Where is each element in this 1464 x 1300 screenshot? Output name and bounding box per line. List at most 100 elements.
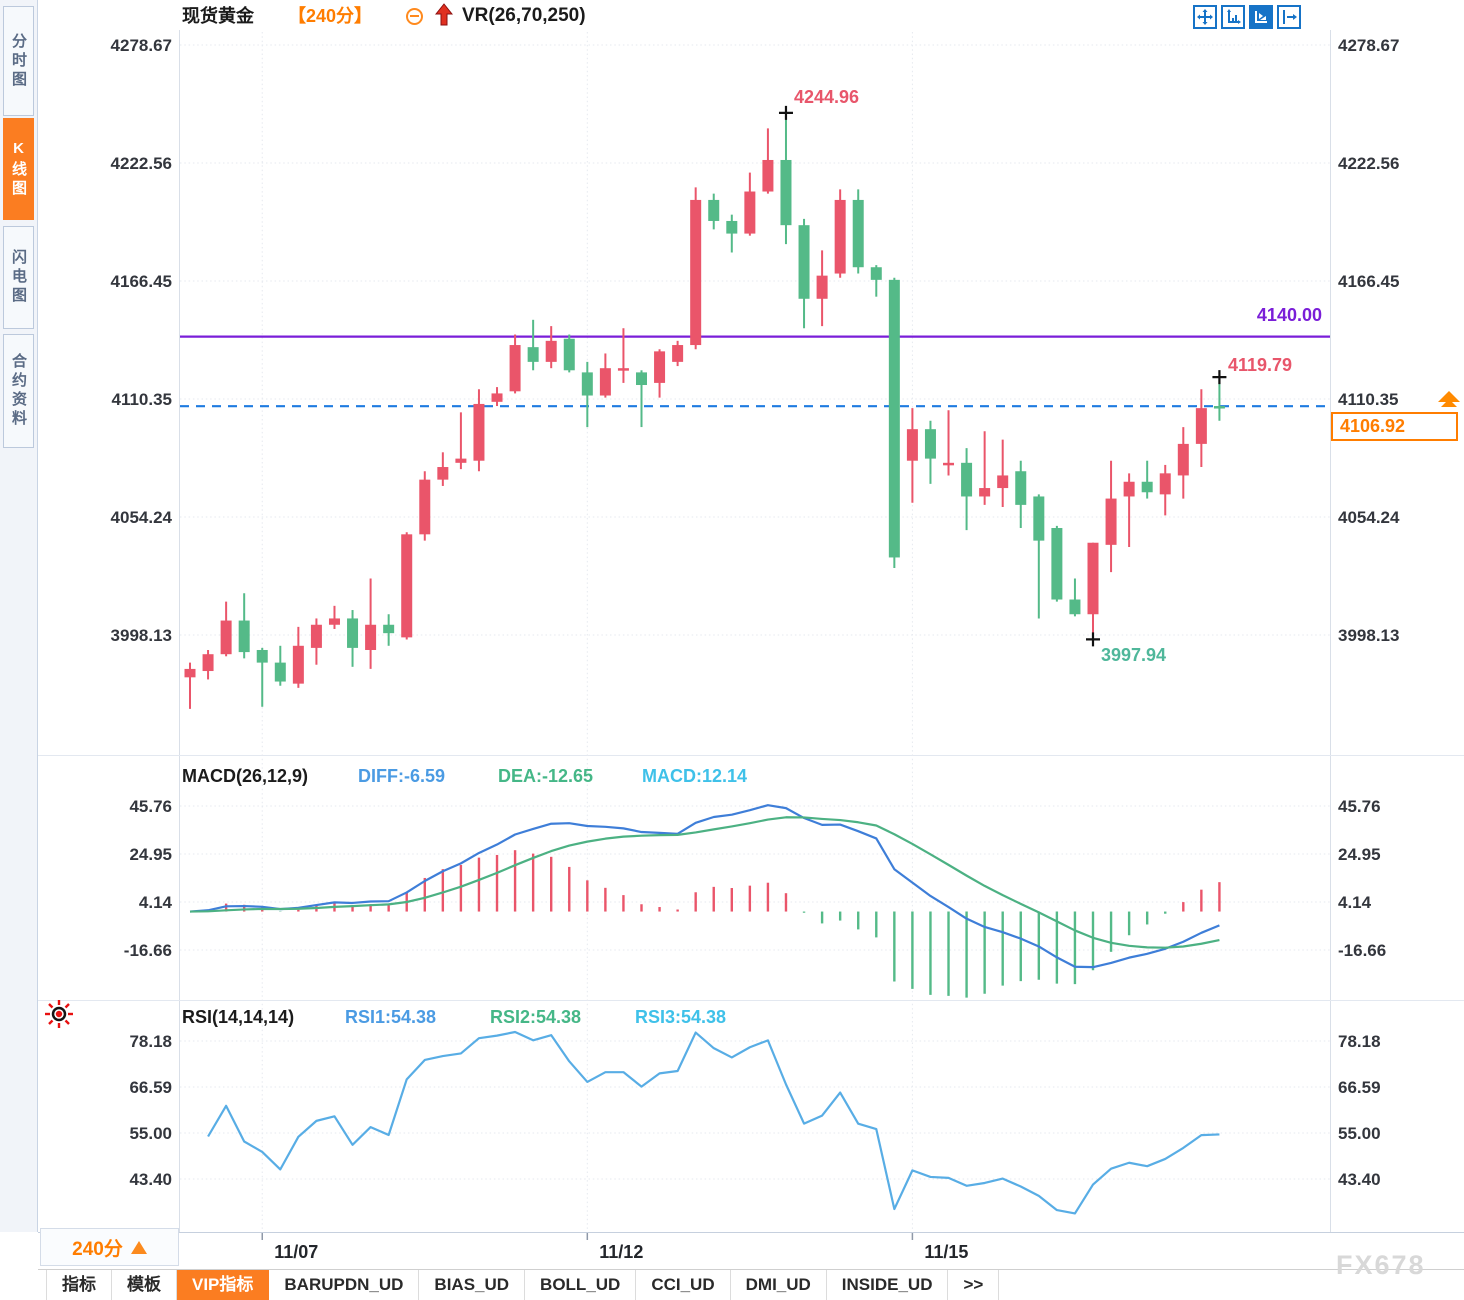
candle-body <box>617 368 629 371</box>
more-tabs-button[interactable]: >> <box>948 1270 1000 1300</box>
candle-body <box>383 624 395 634</box>
candle-body <box>780 159 792 226</box>
candle-body <box>491 393 503 402</box>
bottom-tab-3[interactable]: VIP指标 <box>177 1270 270 1300</box>
candle-body <box>437 467 449 480</box>
candle-body <box>419 479 431 535</box>
buy-signal-arrow-icon <box>435 3 453 26</box>
candle-body <box>906 429 918 461</box>
last-price-box: 4106.92 <box>1331 412 1458 441</box>
candle-body <box>238 620 250 653</box>
bottom-tab-7[interactable]: CCI_UD <box>636 1270 731 1300</box>
candle-body <box>852 199 864 268</box>
rsi-axis-label-left: 43.40 <box>129 1170 172 1189</box>
macd-axis-label-right: 4.14 <box>1338 893 1372 912</box>
macd-dea-value: DEA:-12.65 <box>498 766 594 786</box>
price-axis-label-right: 3998.13 <box>1338 626 1399 645</box>
macd-axis-label-left: 4.14 <box>139 893 173 912</box>
macd-diff-value: DIFF:-6.59 <box>358 766 446 786</box>
period-high-label: 4244.96 <box>794 87 860 107</box>
bottom-tab-5[interactable]: BIAS_UD <box>419 1270 526 1300</box>
rsi-line <box>207 1030 1220 1215</box>
candle-body <box>581 372 593 396</box>
macd-axis-label-left: 45.76 <box>129 797 172 816</box>
candle-body <box>636 372 647 386</box>
price-axis-label-left: 4110.35 <box>111 390 172 409</box>
candle-body <box>1051 528 1063 600</box>
candle-body <box>654 351 666 383</box>
indicator-tab-bar: 指标 模板 VIP指标 BARUPDN_UD BIAS_UD BOLL_UD CCI_UD D… <box>38 1269 1464 1300</box>
chevron-up-icon <box>130 1240 147 1254</box>
candle-body <box>1159 473 1171 495</box>
low-marker <box>1086 632 1100 647</box>
candle-body <box>888 279 900 558</box>
price-axis-label-left: 4222.56 <box>111 154 172 173</box>
candle-body <box>599 368 611 396</box>
candle-body <box>1015 471 1027 505</box>
candle-body <box>943 462 955 466</box>
candle-body <box>1033 496 1045 541</box>
period-selector[interactable]: 240分 <box>40 1228 179 1266</box>
recent-high-label: 4119.79 <box>1228 355 1293 375</box>
candle-body <box>1105 498 1117 545</box>
candle-body <box>708 199 720 221</box>
fit-range-icon[interactable] <box>1221 5 1245 29</box>
candle-body <box>310 624 322 648</box>
collapse-minus-icon[interactable] <box>406 8 423 25</box>
price-axis-label-left: 3998.13 <box>111 626 172 645</box>
rsi-axis-label-right: 43.40 <box>1338 1170 1381 1189</box>
bottom-tab-4[interactable]: BARUPDN_UD <box>269 1270 420 1300</box>
move-icon[interactable] <box>1193 5 1217 29</box>
macd-axis-label-left: -16.66 <box>124 941 172 960</box>
sidebar-tab-2[interactable]: K线图 <box>3 118 34 220</box>
candle-body <box>798 225 810 299</box>
macd-axis-label-left: 24.95 <box>129 845 172 864</box>
candle-body <box>961 462 973 497</box>
rsi3-value: RSI3:54.38 <box>635 1007 727 1027</box>
bottom-tab-6[interactable]: BOLL_UD <box>525 1270 637 1300</box>
high-marker <box>778 105 793 120</box>
candle-body <box>473 403 485 461</box>
rsi-title: RSI(14,14,14) <box>182 1007 295 1027</box>
candle-body <box>997 475 1009 489</box>
price-axis-label-right: 4054.24 <box>1338 508 1400 527</box>
candle-body <box>744 191 756 234</box>
date-label: 11/12 <box>599 1242 643 1262</box>
watermark: FX678 <box>1336 1250 1426 1280</box>
rsi-axis-label-left: 66.59 <box>129 1078 172 1097</box>
candle-body <box>816 275 828 299</box>
macd-axis-label-right: 45.76 <box>1338 797 1381 816</box>
rsi1-value: RSI1:54.38 <box>345 1007 437 1027</box>
candle-body <box>347 618 359 648</box>
candle-body <box>1141 481 1153 493</box>
rsi-axis-label-right: 78.18 <box>1338 1032 1381 1051</box>
bottom-tab-9[interactable]: INSIDE_UD <box>827 1270 949 1300</box>
sidebar-tab-3[interactable]: 闪电图 <box>3 226 34 329</box>
sidebar-tab-4[interactable]: 合约资料 <box>3 334 34 448</box>
rsi2-value: RSI2:54.38 <box>490 1007 582 1027</box>
candle-body <box>563 338 575 371</box>
candle-body <box>509 345 521 392</box>
candle-body <box>1069 599 1081 615</box>
price-axis-label-left: 4278.67 <box>111 36 172 55</box>
candle-body <box>672 345 684 362</box>
candle-body <box>365 624 377 650</box>
candle-body <box>274 662 286 682</box>
candle-body <box>545 340 557 362</box>
price-axis-label-left: 4166.45 <box>111 272 172 291</box>
go-latest-icon[interactable] <box>1277 5 1301 29</box>
price-axis-label-right: 4278.67 <box>1338 36 1399 55</box>
recent-high-marker <box>1212 370 1227 385</box>
bottom-tab-2[interactable]: 模板 <box>112 1270 177 1300</box>
candle-body <box>1087 542 1099 615</box>
sidebar-tab-1[interactable]: 分时图 <box>3 6 34 116</box>
bottom-tab-1[interactable]: 指标 <box>46 1270 112 1300</box>
horizontal-line-label: 4140.00 <box>1256 305 1322 325</box>
candle-body <box>1195 408 1207 444</box>
auto-scale-icon[interactable] <box>1249 5 1273 29</box>
bottom-tab-8[interactable]: DMI_UD <box>731 1270 827 1300</box>
candle-body <box>455 458 467 463</box>
left-sidebar: 分时图 K线图闪电图合约资料 <box>0 0 38 1232</box>
